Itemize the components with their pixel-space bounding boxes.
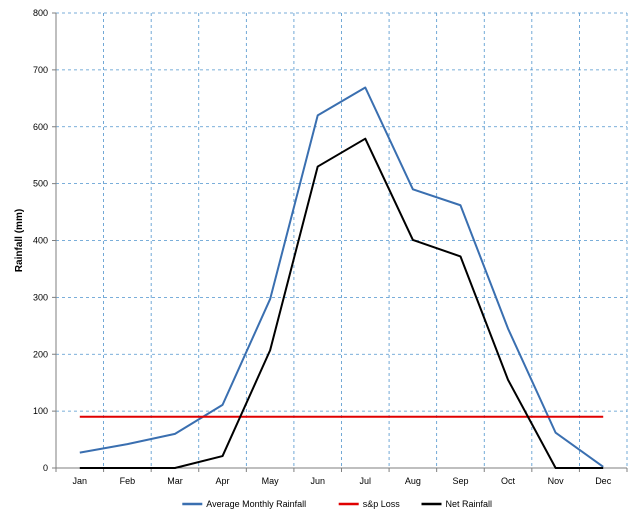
y-tick-label: 400 bbox=[33, 236, 48, 246]
legend-item: Average Monthly Rainfall bbox=[182, 499, 306, 509]
y-tick-labels: 0 100 200 300 400 500 600 700 800 bbox=[33, 8, 48, 473]
x-tick-label: Aug bbox=[405, 476, 421, 486]
y-tick-label: 300 bbox=[33, 292, 48, 302]
legend-label: Net Rainfall bbox=[446, 499, 493, 509]
x-tick-labels: Jan Feb Mar Apr May Jun Jul Aug Sep Oct Nov Dec bbox=[73, 476, 612, 486]
x-tick-label: Jan bbox=[73, 476, 88, 486]
grid bbox=[56, 12, 628, 468]
x-tick-label: Feb bbox=[120, 476, 136, 486]
y-tick-label: 200 bbox=[33, 349, 48, 359]
series-lines bbox=[79, 86, 604, 469]
y-tick-label: 0 bbox=[43, 463, 48, 473]
x-tick-label: Apr bbox=[216, 476, 230, 486]
legend-item: Net Rainfall bbox=[421, 499, 493, 509]
x-tick-label: May bbox=[262, 476, 280, 486]
legend-item: s&p Loss bbox=[338, 499, 401, 509]
series-line bbox=[79, 137, 604, 469]
y-tick-label: 100 bbox=[33, 406, 48, 416]
legend-label: Average Monthly Rainfall bbox=[206, 499, 306, 509]
legend-label: s&p Loss bbox=[363, 499, 401, 509]
series-line bbox=[79, 86, 604, 468]
x-tick-label: Sep bbox=[452, 476, 468, 486]
x-tick-label: Oct bbox=[501, 476, 516, 486]
legend: Average Monthly Rainfall s&p Loss Net Rain… bbox=[182, 499, 492, 509]
axes bbox=[52, 12, 628, 472]
y-axis-label: Rainfall (mm) bbox=[14, 209, 25, 272]
y-tick-label: 700 bbox=[33, 65, 48, 75]
x-tick-label: Mar bbox=[167, 476, 183, 486]
x-tick-label: Dec bbox=[595, 476, 612, 486]
x-tick-label: Jun bbox=[310, 476, 325, 486]
y-tick-label: 600 bbox=[33, 122, 48, 132]
x-tick-label: Jul bbox=[360, 476, 372, 486]
x-tick-label: Nov bbox=[548, 476, 565, 486]
y-tick-label: 800 bbox=[33, 8, 48, 18]
y-tick-label: 500 bbox=[33, 179, 48, 189]
